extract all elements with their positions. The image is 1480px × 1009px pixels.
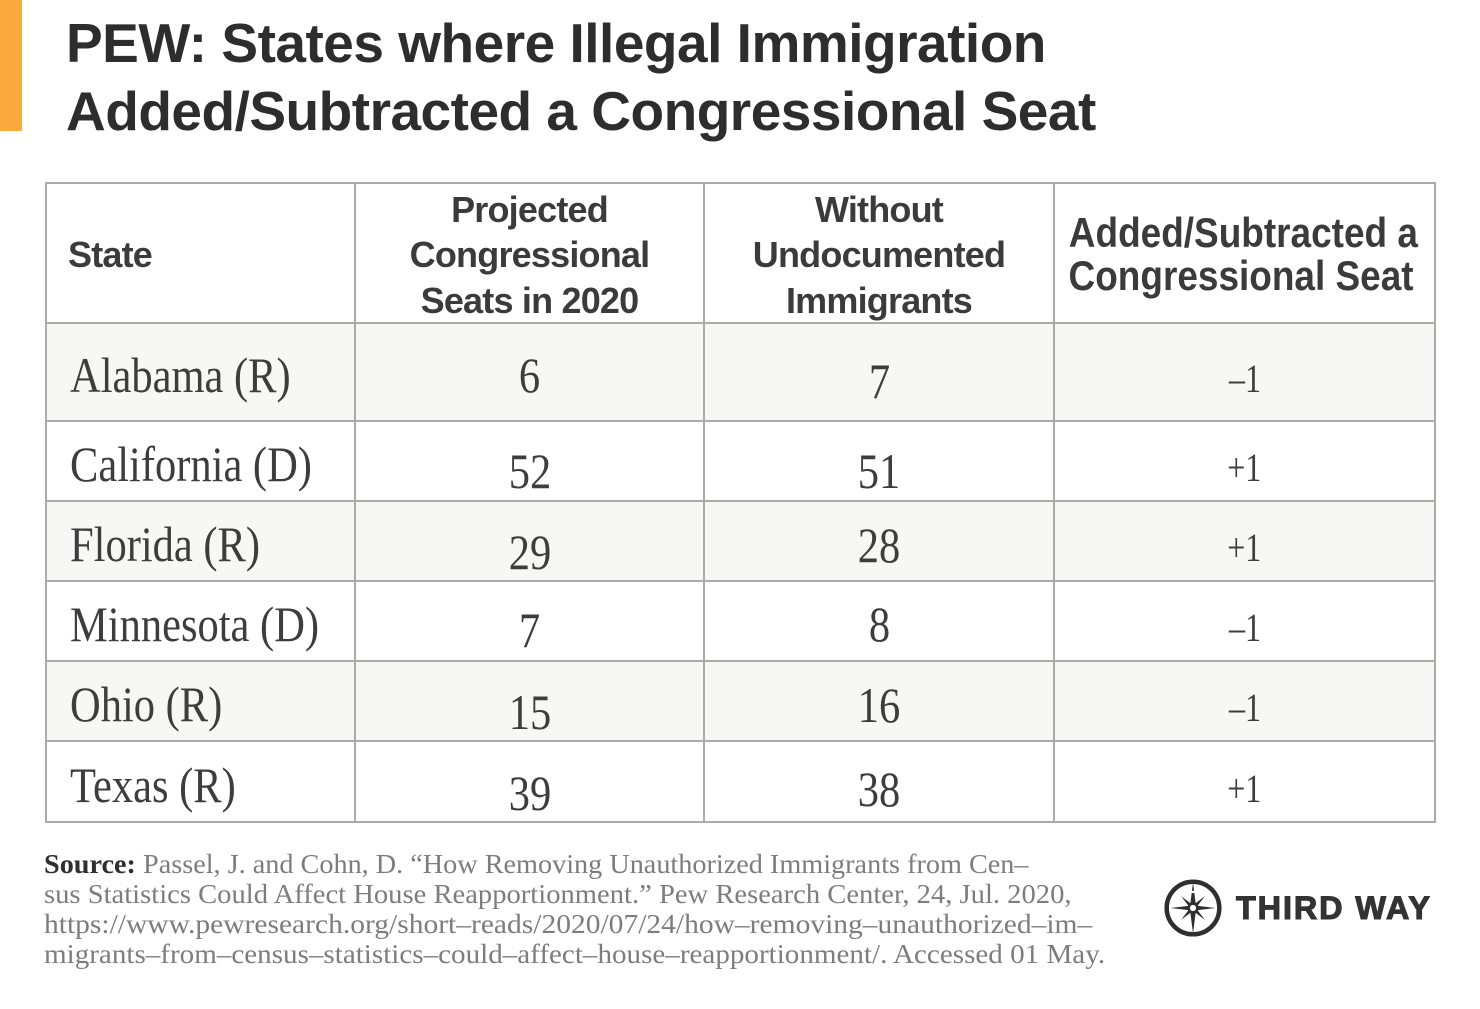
svg-text:THIRD WAY: THIRD WAY bbox=[1236, 890, 1432, 926]
